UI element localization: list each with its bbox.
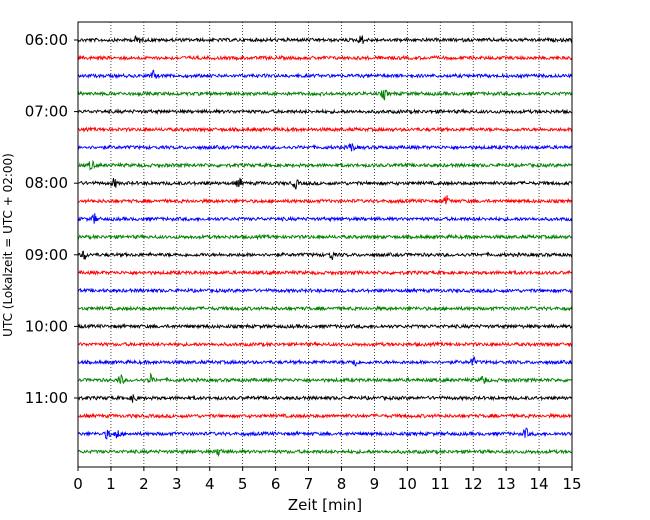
x-axis-label: Zeit [min]: [288, 496, 362, 514]
trace-1100: [77, 394, 573, 403]
x-axis-ticks: 0 1 2 3 4 5 6 7 8 9 10 11 12 13 14 15: [73, 467, 582, 493]
trace-0845: [77, 233, 573, 241]
x-tick-label: 10: [398, 475, 417, 493]
y-tick-label: 08:00: [25, 174, 68, 192]
trace-0745: [77, 159, 573, 171]
y-axis-ticks: 06:00 07:00 08:00 09:00 10:00 11:00: [25, 31, 78, 407]
vertical-grid: [110, 22, 540, 467]
x-tick-label: 13: [497, 475, 516, 493]
trace-0615: [77, 54, 573, 62]
y-tick-label: 06:00: [25, 31, 68, 49]
x-tick-label: 15: [562, 475, 581, 493]
x-tick-label: 3: [172, 475, 182, 493]
x-tick-label: 0: [73, 475, 83, 493]
trace-0730: [77, 142, 573, 152]
trace-1045: [77, 372, 573, 385]
y-tick-label: 07:00: [25, 103, 68, 121]
x-tick-label: 4: [205, 475, 215, 493]
y-tick-label: 10:00: [25, 317, 68, 335]
x-tick-label: 12: [464, 475, 483, 493]
trace-0600: [77, 35, 573, 45]
trace-0715: [77, 126, 573, 134]
x-tick-label: 1: [106, 475, 116, 493]
x-tick-label: 8: [337, 475, 347, 493]
y-tick-label: 11:00: [25, 389, 68, 407]
seismogram-traces: [77, 35, 573, 458]
y-axis-label: UTC (Lokalzeit = UTC + 02:00): [1, 153, 15, 337]
trace-0630: [77, 69, 573, 80]
x-tick-label: 7: [304, 475, 314, 493]
x-tick-label: 9: [370, 475, 380, 493]
trace-1015: [77, 340, 573, 348]
plot-frame: [77, 21, 573, 468]
x-tick-label: 5: [238, 475, 248, 493]
trace-0830: [77, 213, 573, 224]
trace-0900: [77, 250, 573, 261]
trace-0815: [77, 195, 573, 205]
trace-0800: [77, 177, 573, 190]
trace-0915: [77, 269, 573, 276]
trace-1130: [77, 427, 573, 440]
y-tick-label: 09:00: [25, 246, 68, 264]
x-tick-label: 11: [431, 475, 450, 493]
x-tick-label: 6: [271, 475, 281, 493]
trace-0645: [77, 89, 573, 101]
x-tick-label: 14: [530, 475, 549, 493]
trace-1000: [77, 322, 573, 330]
trace-0930: [77, 287, 573, 295]
trace-1145: [77, 448, 573, 458]
trace-1115: [77, 412, 573, 420]
x-tick-label: 2: [139, 475, 149, 493]
trace-0700: [77, 108, 573, 115]
trace-1030: [77, 355, 573, 367]
trace-0945: [77, 304, 573, 312]
